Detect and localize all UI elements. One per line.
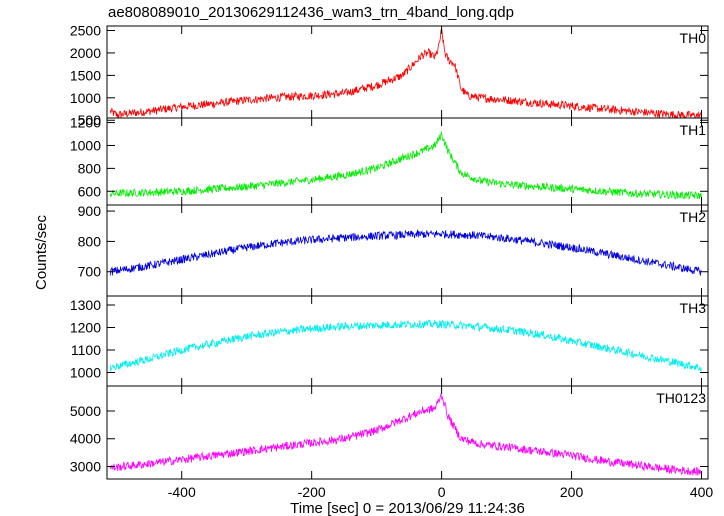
panel-label-th3: TH3 <box>680 300 707 316</box>
panel-label-th2: TH2 <box>680 209 707 225</box>
y-tick-label: 700 <box>78 264 102 280</box>
panel-label-th1: TH1 <box>680 122 707 138</box>
y-tick-label: 2500 <box>70 22 101 38</box>
panel-th0123: 3000 4000 5000 TH0123 <box>70 385 709 480</box>
y-tick-label: 800 <box>78 160 102 176</box>
y-tick-label: 4000 <box>70 431 101 447</box>
y-tick-label: 1000 <box>70 137 101 153</box>
y-tick-label: 900 <box>78 203 102 219</box>
series-line-th0123 <box>109 393 702 476</box>
x-tick-label: -200 <box>298 484 326 500</box>
panel-frame <box>106 295 709 387</box>
y-tick-label: 600 <box>78 183 102 199</box>
panel-th0: 500 1000 1500 2000 2500 TH0 <box>70 22 709 128</box>
series-line-th0 <box>109 28 702 119</box>
x-axis-label: Time [sec] 0 = 2013/06/29 11:24:36 <box>290 500 525 516</box>
panel-th1: 600 800 1000 1200 TH1 <box>70 115 709 206</box>
series-line-th1 <box>109 130 702 200</box>
x-tick-label: -400 <box>168 484 196 500</box>
x-tick-label: 200 <box>560 484 584 500</box>
panel-th3: 1000 1100 1200 1300 TH3 <box>70 295 709 387</box>
panel-th2: 700 800 900 TH2 <box>78 203 709 297</box>
series-line-th3 <box>109 319 702 372</box>
y-tick-label: 1000 <box>70 365 101 381</box>
x-tick-label: 0 <box>438 484 446 500</box>
y-tick-label: 5000 <box>70 403 101 419</box>
panel-frame <box>106 385 709 480</box>
series-line-th2 <box>109 228 702 276</box>
y-tick-label: 1300 <box>70 297 101 313</box>
panel-label-th0: TH0 <box>680 30 707 46</box>
panel-frame <box>106 204 709 297</box>
chart-title: ae808089010_20130629112436_wam3_trn_4ban… <box>108 4 514 21</box>
y-tick-label: 500 <box>78 112 102 128</box>
y-tick-label: 1000 <box>70 90 101 106</box>
y-tick-label: 1100 <box>71 342 101 358</box>
x-tick-label: 400 <box>690 484 714 500</box>
y-tick-label: 3000 <box>70 459 101 475</box>
y-tick-label: 1500 <box>70 67 101 83</box>
panel-label-th0123: TH0123 <box>656 390 706 406</box>
y-tick-label: 1200 <box>70 320 101 336</box>
y-axis-label: Counts/sec <box>33 214 50 290</box>
y-tick-label: 1200 <box>70 115 101 131</box>
y-tick-label: 2000 <box>70 45 101 61</box>
y-tick-label: 800 <box>78 233 102 249</box>
